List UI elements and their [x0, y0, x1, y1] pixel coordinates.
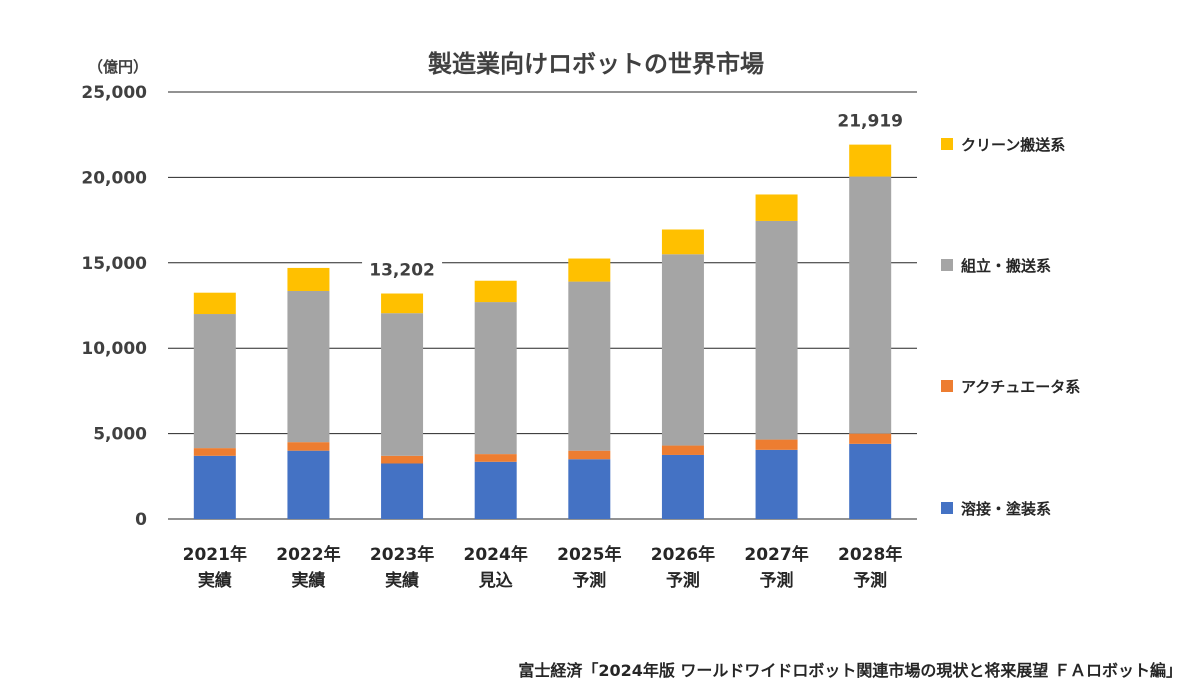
legend-label: アクチュエータ系 [961, 378, 1080, 396]
bar-segment [193, 455, 236, 519]
x-tick-label: 見込 [478, 571, 513, 591]
bar-segment [755, 194, 798, 221]
y-tick-label: 10,000 [81, 339, 147, 359]
bar-segment [381, 455, 424, 464]
bar-segment [381, 313, 424, 456]
y-tick-label: 20,000 [81, 168, 147, 188]
bar-segment [381, 293, 424, 314]
bar-segment [474, 454, 517, 462]
x-tick-label: 2028年 [838, 544, 902, 565]
x-tick-label: 2024年 [464, 544, 528, 565]
bar-segment [755, 439, 798, 450]
bar-segment [193, 314, 236, 449]
data-label: 21,919 [837, 112, 903, 132]
x-tick-label: 実績 [385, 570, 419, 591]
bar-segment [661, 454, 704, 519]
x-tick-label: 実績 [198, 570, 232, 591]
bar-segment [568, 258, 611, 282]
x-tick-label: 2021年 [183, 544, 247, 565]
y-tick-label: 15,000 [81, 254, 147, 274]
data-labels: 13,202 21,919 [362, 109, 911, 282]
source-note: 富士経済「2024年版 ワールドワイドロボット関連市場の現状と将来展望 ＦＡロボ… [518, 661, 1182, 680]
data-label-bg [362, 258, 443, 282]
bar-segment [193, 292, 236, 315]
bar-segment [287, 267, 330, 291]
x-tick-label: 2023年 [370, 544, 434, 565]
bar-segment [755, 220, 798, 440]
legend-swatch [941, 259, 953, 271]
legend-label: 溶接・塗装系 [961, 500, 1051, 518]
bar-segment [568, 281, 611, 451]
bar-segment [474, 280, 517, 303]
chart-title: 製造業向けロボットの世界市場 [428, 50, 764, 78]
legend-label: クリーン搬送系 [961, 136, 1065, 154]
bar-segment [849, 433, 892, 444]
x-tick-label: 2026年 [651, 544, 715, 565]
bar-segment [193, 448, 236, 456]
legend-swatch [941, 380, 953, 392]
bar-segment [568, 459, 611, 519]
data-label-bg [830, 109, 911, 133]
y-tick-label: 5,000 [93, 425, 147, 445]
x-tick-label: 2027年 [744, 544, 808, 565]
y-axis-ticks: 0 5,000 10,000 15,000 20,000 25,000 [81, 83, 147, 530]
x-tick-label: 予測 [572, 570, 606, 591]
bars [193, 144, 892, 519]
legend-label: 組立・搬送系 [961, 257, 1051, 275]
y-tick-label: 0 [135, 510, 147, 530]
y-tick-label: 25,000 [81, 83, 147, 103]
bar-segment [474, 302, 517, 455]
x-tick-label: 実績 [291, 570, 325, 591]
x-tick-label: 予測 [666, 570, 700, 591]
bar-segment [755, 449, 798, 519]
y-axis-unit-label: （億円） [88, 58, 148, 76]
bar-segment [287, 442, 330, 451]
bar-segment [849, 176, 892, 434]
bar-segment [287, 450, 330, 519]
bar-segment [568, 450, 611, 460]
legend-swatch [941, 138, 953, 150]
data-label: 13,202 [369, 261, 435, 281]
x-tick-label: 予測 [853, 570, 887, 591]
bar-segment [661, 229, 704, 255]
bar-segment [849, 144, 892, 177]
bar-segment [381, 463, 424, 519]
bar-segment [661, 445, 704, 455]
gridlines [168, 91, 917, 520]
bar-segment [661, 254, 704, 446]
bar-segment [287, 290, 330, 443]
bar-segment [474, 461, 517, 519]
x-tick-label: 2022年 [276, 544, 340, 565]
legend-swatch [941, 502, 953, 514]
x-tick-label: 2025年 [557, 544, 621, 565]
x-tick-label: 予測 [760, 570, 794, 591]
bar-segment [849, 443, 892, 519]
